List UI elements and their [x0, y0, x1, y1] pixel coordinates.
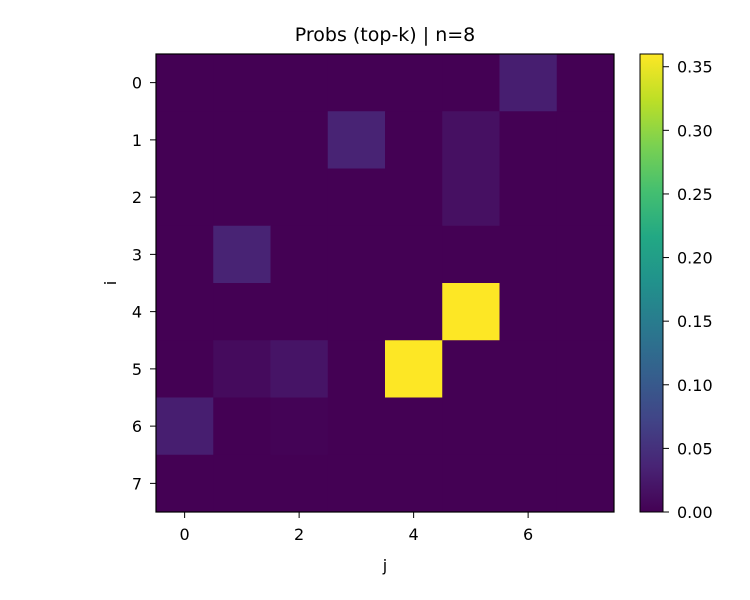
heatmap-cell — [213, 397, 271, 456]
heatmap-cell — [213, 111, 271, 169]
x-axis-title: j — [382, 556, 387, 575]
heatmap-cell — [327, 283, 386, 341]
heatmap-cell — [556, 54, 615, 112]
heatmap-cell — [442, 225, 500, 284]
colorbar-tick-label: 0.20 — [677, 249, 713, 268]
heatmap-cell — [270, 340, 329, 398]
y-tick-label: 4 — [132, 303, 142, 322]
plot-frame — [155, 53, 615, 513]
heatmap-cell — [499, 283, 558, 341]
heatmap-cell — [556, 111, 615, 169]
heatmap-cell — [385, 283, 443, 341]
heatmap-cell — [327, 168, 386, 227]
y-tick-label: 6 — [132, 417, 142, 436]
colorbar — [639, 53, 664, 513]
heatmap-cell — [499, 225, 558, 284]
heatmap-cell — [270, 111, 329, 169]
heatmap-cell — [213, 454, 271, 513]
heatmap-cell — [213, 283, 271, 341]
heatmap-cell — [499, 111, 558, 169]
colorbar-tick-label: 0.35 — [677, 58, 713, 77]
heatmap-cell — [213, 340, 271, 398]
colorbar-tick-label: 0.00 — [677, 503, 713, 522]
heatmap-cell — [499, 340, 558, 398]
heatmap-cell — [556, 225, 615, 284]
heatmap-cell — [156, 454, 214, 513]
heatmap-cell — [385, 54, 443, 112]
heatmap-cell — [327, 111, 386, 169]
heatmap-cell — [556, 283, 615, 341]
heatmap-cell — [327, 54, 386, 112]
heatmap-cells — [156, 54, 615, 513]
x-axis: 0 2 4 6 — [180, 512, 533, 544]
heatmap-cell — [442, 168, 500, 227]
colorbar-tick-label: 0.05 — [677, 439, 713, 458]
heatmap-cell — [499, 54, 558, 112]
colorbar-axis: 0.00 0.05 0.10 0.15 0.20 0.25 0.30 0.35 — [663, 58, 713, 522]
heatmap-cell — [327, 397, 386, 456]
heatmap-cell — [442, 454, 500, 513]
heatmap-cell — [385, 454, 443, 513]
heatmap-cell — [270, 454, 329, 513]
heatmap-cell — [156, 283, 214, 341]
y-axis: 0 1 2 3 4 5 6 7 — [132, 74, 156, 493]
colorbar-tick-label: 0.15 — [677, 312, 713, 331]
heatmap-cell — [156, 225, 214, 284]
heatmap-cell — [556, 397, 615, 456]
heatmap-cell — [327, 225, 386, 284]
heatmap-cell — [156, 111, 214, 169]
x-tick-label: 0 — [180, 525, 190, 544]
heatmap-cell — [556, 454, 615, 513]
y-tick-label: 0 — [132, 74, 142, 93]
heatmap-cell — [156, 397, 214, 456]
heatmap-cell — [327, 340, 386, 398]
heatmap-cell — [556, 340, 615, 398]
heatmap-cell — [442, 397, 500, 456]
heatmap-cell — [213, 54, 271, 112]
heatmap-cell — [442, 54, 500, 112]
heatmap-cell — [213, 168, 271, 227]
y-tick-label: 2 — [132, 188, 142, 207]
heatmap-cell — [156, 168, 214, 227]
heatmap-cell — [556, 168, 615, 227]
heatmap-cell — [270, 225, 329, 284]
heatmap-cell — [385, 225, 443, 284]
colorbar-tick-label: 0.10 — [677, 376, 713, 395]
y-axis-title: i — [101, 281, 120, 285]
heatmap-cell — [385, 111, 443, 169]
colorbar-tick-label: 0.30 — [677, 121, 713, 140]
y-tick-label: 3 — [132, 245, 142, 264]
heatmap-cell — [213, 225, 271, 284]
heatmap-cell — [327, 454, 386, 513]
colorbar-tick-label: 0.25 — [677, 185, 713, 204]
heatmap-cell — [442, 340, 500, 398]
heatmap-cell — [270, 283, 329, 341]
heatmap-cell — [270, 397, 329, 456]
heatmap-cell — [385, 397, 443, 456]
heatmap-cell — [156, 54, 214, 112]
heatmap-cell — [385, 168, 443, 227]
x-tick-label: 4 — [409, 525, 419, 544]
y-tick-label: 5 — [132, 360, 142, 379]
x-tick-label: 6 — [523, 525, 533, 544]
chart-title: Probs (top-k) | n=8 — [295, 24, 476, 46]
heatmap-cell — [442, 283, 500, 341]
heatmap-cell — [442, 111, 500, 169]
heatmap-cell — [385, 340, 443, 398]
y-tick-label: 7 — [132, 474, 142, 493]
heatmap-cell — [156, 340, 214, 398]
heatmap-cell — [499, 454, 558, 513]
x-tick-label: 2 — [294, 525, 304, 544]
heatmap-cell — [270, 54, 329, 112]
heatmap-cell — [499, 397, 558, 456]
heatmap-cell — [270, 168, 329, 227]
heatmap-cell — [499, 168, 558, 227]
y-tick-label: 1 — [132, 131, 142, 150]
